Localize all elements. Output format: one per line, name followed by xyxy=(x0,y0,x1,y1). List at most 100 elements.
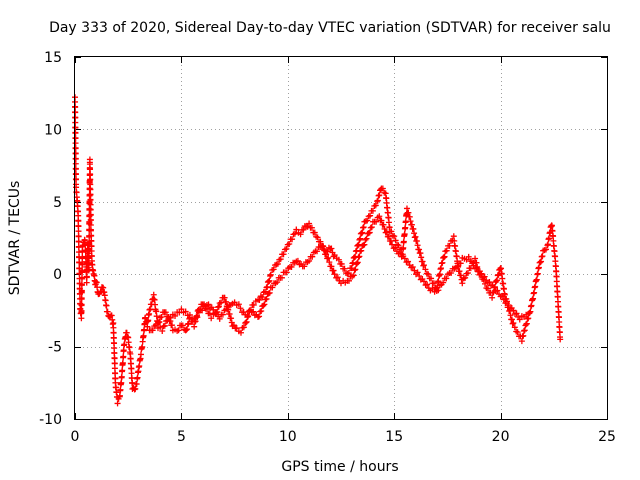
data-point xyxy=(256,313,263,320)
data-point xyxy=(306,220,313,227)
data-point xyxy=(378,217,385,224)
data-point xyxy=(118,379,125,386)
data-point xyxy=(367,212,374,219)
data-point xyxy=(266,277,273,284)
data-point xyxy=(397,250,404,257)
data-point xyxy=(456,268,463,275)
data-point xyxy=(330,267,337,274)
data-point xyxy=(400,238,407,245)
data-point xyxy=(314,248,321,255)
data-point xyxy=(508,316,515,323)
data-point xyxy=(320,247,327,254)
data-point xyxy=(406,213,413,220)
data-point xyxy=(405,258,412,265)
data-point xyxy=(226,311,233,318)
data-point xyxy=(472,255,479,262)
data-point xyxy=(325,254,332,261)
data-point xyxy=(331,252,338,259)
data-point xyxy=(210,306,217,313)
data-point xyxy=(78,307,85,314)
data-point xyxy=(213,309,220,316)
data-point xyxy=(523,311,530,318)
data-point xyxy=(304,223,311,230)
data-point xyxy=(129,380,136,387)
data-point xyxy=(528,302,535,309)
data-point xyxy=(530,295,537,302)
data-point xyxy=(392,244,399,251)
data-point xyxy=(274,260,281,267)
data-point xyxy=(503,298,510,305)
data-point xyxy=(78,287,85,294)
data-point xyxy=(359,229,366,236)
data-point xyxy=(383,229,390,236)
x-tick-label: 15 xyxy=(385,429,403,445)
data-point xyxy=(199,307,206,314)
data-point xyxy=(133,381,140,387)
y-tick-label: 0 xyxy=(53,267,62,283)
data-point xyxy=(532,283,539,290)
data-point xyxy=(366,229,373,236)
data-point xyxy=(354,259,361,266)
data-point xyxy=(157,324,164,331)
data-point xyxy=(374,197,381,204)
data-point xyxy=(353,260,360,267)
data-point xyxy=(356,253,363,260)
data-point xyxy=(538,258,545,265)
data-point xyxy=(293,226,300,233)
y-tick-label: 10 xyxy=(44,122,62,138)
data-point xyxy=(306,257,313,264)
data-point xyxy=(369,207,376,214)
data-point xyxy=(78,315,85,322)
data-point xyxy=(416,273,423,280)
data-point xyxy=(351,267,358,274)
data-point xyxy=(408,221,415,228)
data-point xyxy=(428,275,435,282)
data-point xyxy=(527,308,534,315)
data-point xyxy=(514,329,521,336)
data-point xyxy=(235,301,242,308)
data-point xyxy=(319,242,326,249)
data-point xyxy=(258,308,265,314)
data-point xyxy=(379,185,386,192)
data-point xyxy=(83,273,90,280)
data-point xyxy=(270,266,277,273)
data-point xyxy=(448,269,455,276)
data-point xyxy=(120,353,127,360)
data-point xyxy=(144,323,151,330)
data-point xyxy=(141,326,148,333)
axis-ticks xyxy=(75,57,608,420)
data-point xyxy=(501,291,508,298)
data-point xyxy=(328,263,335,270)
data-point xyxy=(164,317,171,324)
data-point xyxy=(104,308,111,315)
data-point xyxy=(494,287,501,294)
data-point xyxy=(147,306,154,313)
data-point xyxy=(119,367,126,374)
data-point xyxy=(297,231,304,238)
data-point xyxy=(419,258,426,265)
data-point xyxy=(486,279,493,286)
data-point xyxy=(413,238,420,245)
data-point xyxy=(134,374,141,381)
data-point xyxy=(314,234,321,241)
data-point xyxy=(407,218,414,225)
data-point xyxy=(409,263,416,270)
data-point xyxy=(311,229,318,236)
data-point xyxy=(495,271,502,278)
data-point xyxy=(266,289,273,296)
data-point xyxy=(269,284,276,291)
plot-frame xyxy=(74,56,608,420)
data-point xyxy=(520,332,527,339)
data-point xyxy=(206,310,213,317)
data-point xyxy=(481,273,488,280)
data-point xyxy=(465,253,472,260)
data-point xyxy=(250,308,257,315)
data-point xyxy=(149,327,156,334)
data-point xyxy=(277,256,284,263)
data-point xyxy=(243,318,250,325)
y-tick-label: 15 xyxy=(44,50,62,66)
data-point xyxy=(323,251,330,258)
data-point xyxy=(440,279,447,286)
data-point xyxy=(230,322,237,329)
tick-labels: 0 5 10 15 20 25 -10 -5 0 5 10 15 xyxy=(39,50,616,445)
